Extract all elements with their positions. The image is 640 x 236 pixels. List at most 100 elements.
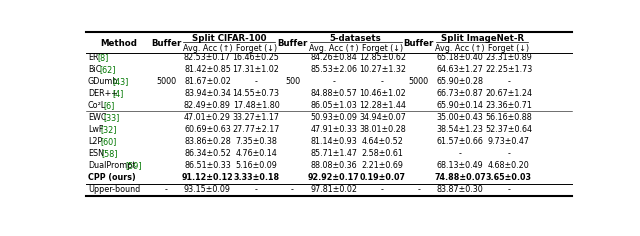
Text: Buffer: Buffer [151, 39, 181, 48]
Text: Avg. Acc (↑): Avg. Acc (↑) [435, 44, 485, 53]
Text: 38.54±1.23: 38.54±1.23 [436, 125, 484, 134]
Text: [6]: [6] [103, 101, 115, 110]
Text: Forget (↓): Forget (↓) [362, 44, 403, 53]
Text: 17.48±1.80: 17.48±1.80 [233, 101, 280, 110]
Text: 10.46±1.02: 10.46±1.02 [359, 89, 406, 98]
Text: 0.19±0.07: 0.19±0.07 [360, 173, 406, 182]
Text: 65.18±0.40: 65.18±0.40 [437, 53, 484, 62]
Text: 23.31±0.89: 23.31±0.89 [485, 53, 532, 62]
Text: CPP (ours): CPP (ours) [88, 173, 136, 182]
Text: [59]: [59] [125, 161, 142, 170]
Text: [43]: [43] [113, 77, 129, 86]
Text: 65.90±0.14: 65.90±0.14 [436, 101, 484, 110]
Text: -: - [459, 149, 461, 158]
Text: 68.13±0.49: 68.13±0.49 [437, 161, 484, 170]
Text: Buffer: Buffer [404, 39, 434, 48]
Text: 33.27±1.17: 33.27±1.17 [232, 113, 280, 122]
Text: 20.67±1.24: 20.67±1.24 [485, 89, 532, 98]
Text: 83.86±0.28: 83.86±0.28 [184, 137, 231, 146]
Text: 84.88±0.57: 84.88±0.57 [310, 89, 357, 98]
Text: 5-datasets: 5-datasets [330, 34, 381, 43]
Text: 83.87±0.30: 83.87±0.30 [437, 185, 484, 194]
Text: 86.05±1.03: 86.05±1.03 [310, 101, 357, 110]
Text: -: - [255, 185, 257, 194]
Text: Co²L: Co²L [88, 101, 106, 110]
Text: DualPrompt: DualPrompt [88, 161, 136, 170]
Text: -: - [417, 185, 420, 194]
Text: 12.85±0.62: 12.85±0.62 [359, 53, 406, 62]
Text: 4.76±0.14: 4.76±0.14 [236, 149, 277, 158]
Text: Split ImageNet-R: Split ImageNet-R [440, 34, 524, 43]
Text: 52.37±0.64: 52.37±0.64 [485, 125, 532, 134]
Text: 47.01±0.29: 47.01±0.29 [184, 113, 231, 122]
Text: 500: 500 [285, 77, 300, 86]
Text: Avg. Acc (↑): Avg. Acc (↑) [182, 44, 232, 53]
Text: 3.65±0.03: 3.65±0.03 [486, 173, 532, 182]
Text: 85.71±1.47: 85.71±1.47 [310, 149, 357, 158]
Text: 83.94±0.34: 83.94±0.34 [184, 89, 231, 98]
Text: 2.21±0.69: 2.21±0.69 [362, 161, 403, 170]
Text: BiC: BiC [88, 65, 101, 74]
Text: 22.25±1.73: 22.25±1.73 [485, 65, 532, 74]
Text: Buffer: Buffer [277, 39, 308, 48]
Text: 86.51±0.33: 86.51±0.33 [184, 161, 231, 170]
Text: 60.69±0.63: 60.69±0.63 [184, 125, 231, 134]
Text: 56.16±0.88: 56.16±0.88 [486, 113, 532, 122]
Text: L2P: L2P [88, 137, 102, 146]
Text: 14.55±0.73: 14.55±0.73 [232, 89, 280, 98]
Text: GDumb: GDumb [88, 77, 118, 86]
Text: 92.92±0.17: 92.92±0.17 [308, 173, 360, 182]
Text: DER++: DER++ [88, 89, 118, 98]
Text: [4]: [4] [112, 89, 124, 98]
Text: -: - [164, 185, 168, 194]
Text: 4.68±0.20: 4.68±0.20 [488, 161, 530, 170]
Text: 38.01±0.28: 38.01±0.28 [359, 125, 406, 134]
Text: 82.53±0.17: 82.53±0.17 [184, 53, 231, 62]
Text: Method: Method [100, 39, 137, 48]
Text: 61.57±0.66: 61.57±0.66 [436, 137, 484, 146]
Text: 64.63±1.27: 64.63±1.27 [436, 65, 484, 74]
Text: 81.67±0.02: 81.67±0.02 [184, 77, 231, 86]
Text: [33]: [33] [103, 113, 120, 122]
Text: 66.73±0.87: 66.73±0.87 [436, 89, 484, 98]
Text: 82.49±0.89: 82.49±0.89 [184, 101, 231, 110]
Text: -: - [508, 149, 510, 158]
Text: 3.33±0.18: 3.33±0.18 [233, 173, 279, 182]
Text: [8]: [8] [97, 53, 108, 62]
Text: 12.28±1.44: 12.28±1.44 [359, 101, 406, 110]
Text: 74.88±0.07: 74.88±0.07 [435, 173, 486, 182]
Text: 81.42±0.85: 81.42±0.85 [184, 65, 231, 74]
Text: 86.34±0.52: 86.34±0.52 [184, 149, 231, 158]
Text: -: - [381, 77, 384, 86]
Text: EWC: EWC [88, 113, 106, 122]
Text: [60]: [60] [100, 137, 116, 146]
Text: LwF: LwF [88, 125, 103, 134]
Text: 4.64±0.52: 4.64±0.52 [362, 137, 403, 146]
Text: 23.36±0.71: 23.36±0.71 [485, 101, 532, 110]
Text: 85.53±2.06: 85.53±2.06 [310, 65, 357, 74]
Text: -: - [508, 185, 510, 194]
Text: 27.77±2.17: 27.77±2.17 [232, 125, 280, 134]
Text: 5000: 5000 [156, 77, 176, 86]
Text: [58]: [58] [101, 149, 118, 158]
Text: 10.27±1.32: 10.27±1.32 [359, 65, 406, 74]
Text: [32]: [32] [101, 125, 117, 134]
Text: Upper-bound: Upper-bound [88, 185, 140, 194]
Text: 93.15±0.09: 93.15±0.09 [184, 185, 231, 194]
Text: 47.91±0.33: 47.91±0.33 [310, 125, 357, 134]
Text: 84.26±0.84: 84.26±0.84 [310, 53, 357, 62]
Text: 65.90±0.28: 65.90±0.28 [436, 77, 484, 86]
Text: 88.08±0.36: 88.08±0.36 [310, 161, 357, 170]
Text: ER: ER [88, 53, 99, 62]
Text: Forget (↓): Forget (↓) [236, 44, 276, 53]
Text: Avg. Acc (↑): Avg. Acc (↑) [309, 44, 358, 53]
Text: 97.81±0.02: 97.81±0.02 [310, 185, 357, 194]
Text: Forget (↓): Forget (↓) [488, 44, 529, 53]
Text: -: - [291, 185, 294, 194]
Text: 50.93±0.09: 50.93±0.09 [310, 113, 357, 122]
Text: Split CIFAR-100: Split CIFAR-100 [192, 34, 267, 43]
Text: 2.58±0.61: 2.58±0.61 [362, 149, 403, 158]
Text: -: - [332, 77, 335, 86]
Text: 17.31±1.02: 17.31±1.02 [233, 65, 280, 74]
Text: 81.14±0.93: 81.14±0.93 [310, 137, 357, 146]
